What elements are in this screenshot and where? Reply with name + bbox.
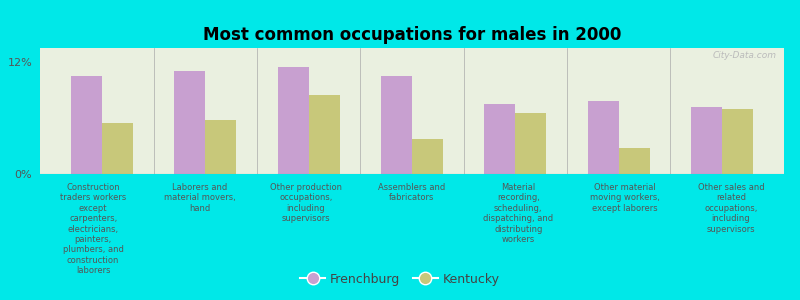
Text: City-Data.com: City-Data.com bbox=[713, 50, 777, 59]
Bar bbox=[102, 123, 133, 174]
Bar bbox=[722, 109, 753, 174]
Bar bbox=[71, 76, 102, 174]
Text: Laborers and
material movers,
hand: Laborers and material movers, hand bbox=[163, 183, 235, 213]
Bar bbox=[515, 113, 546, 174]
Bar bbox=[278, 67, 309, 174]
Bar bbox=[206, 120, 236, 174]
Title: Most common occupations for males in 2000: Most common occupations for males in 200… bbox=[203, 26, 621, 44]
Text: Material
recording,
scheduling,
dispatching, and
distributing
workers: Material recording, scheduling, dispatch… bbox=[483, 183, 554, 244]
Bar bbox=[618, 148, 650, 174]
Bar bbox=[484, 104, 515, 174]
Bar bbox=[588, 101, 618, 174]
Text: Construction
traders workers
except
carpenters,
electricians,
painters,
plumbers: Construction traders workers except carp… bbox=[60, 183, 126, 275]
Text: Other sales and
related
occupations,
including
supervisors: Other sales and related occupations, inc… bbox=[698, 183, 764, 234]
Bar bbox=[691, 107, 722, 174]
Bar bbox=[381, 76, 412, 174]
Text: Assemblers and
fabricators: Assemblers and fabricators bbox=[378, 183, 446, 203]
Text: Other production
occupations,
including
supervisors: Other production occupations, including … bbox=[270, 183, 342, 223]
Legend: Frenchburg, Kentucky: Frenchburg, Kentucky bbox=[295, 268, 505, 291]
Text: Other material
moving workers,
except laborers: Other material moving workers, except la… bbox=[590, 183, 659, 213]
Bar bbox=[309, 95, 340, 174]
Bar bbox=[412, 139, 443, 174]
Bar bbox=[174, 71, 206, 174]
